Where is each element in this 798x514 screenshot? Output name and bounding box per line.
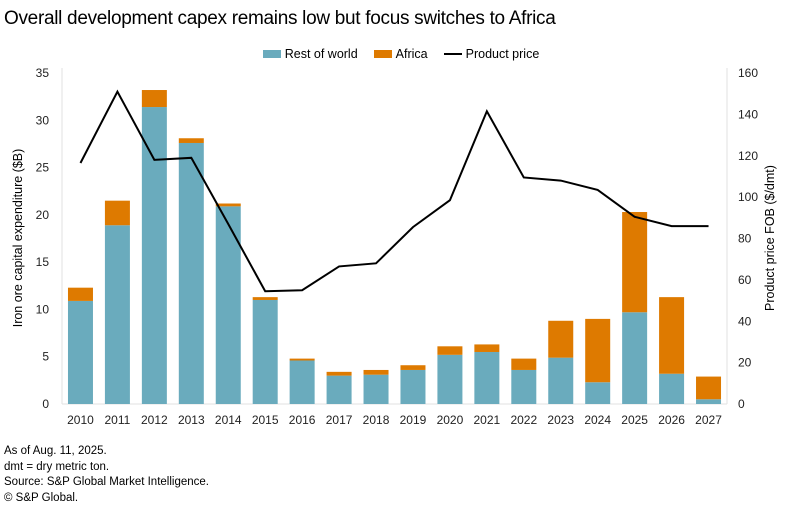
bar-africa-2019: [400, 365, 426, 370]
y-tick-right-40: 40: [738, 314, 752, 328]
y-tick-left-25: 25: [36, 161, 50, 175]
x-tick-2024: 2024: [584, 413, 611, 427]
legend-label-rest-of-world: Rest of world: [284, 47, 358, 61]
bar-rest-of-world-2014: [215, 206, 241, 404]
x-tick-2027: 2027: [695, 413, 722, 427]
legend-label-product-price: Product price: [465, 47, 540, 61]
bars: [67, 90, 722, 405]
x-tick-2010: 2010: [67, 413, 94, 427]
bar-africa-2011: [104, 200, 130, 226]
y-tick-left-0: 0: [42, 397, 49, 411]
x-tick-2013: 2013: [178, 413, 205, 427]
bar-rest-of-world-2022: [511, 369, 537, 404]
legend-swatch-rest-of-world: [262, 50, 281, 58]
bar-rest-of-world-2018: [363, 374, 389, 404]
bar-africa-2014: [215, 203, 241, 207]
bar-africa-2018: [363, 369, 389, 375]
x-tick-2019: 2019: [400, 413, 427, 427]
bar-rest-of-world-2010: [67, 300, 93, 404]
bar-rest-of-world-2012: [141, 107, 167, 404]
y-axis-title-right: Product price FOB ($/dmt): [763, 165, 777, 311]
bar-africa-2013: [178, 138, 204, 143]
bar-africa-2026: [659, 297, 685, 374]
y-tick-right-80: 80: [738, 232, 752, 246]
y-tick-right-140: 140: [738, 107, 758, 121]
bar-rest-of-world-2016: [289, 360, 315, 404]
bar-rest-of-world-2025: [622, 312, 648, 404]
bar-africa-2010: [67, 287, 93, 301]
bar-africa-2021: [474, 344, 500, 352]
bar-rest-of-world-2021: [474, 351, 500, 404]
note-copyright: © S&P Global.: [4, 491, 79, 504]
legend: Rest of world Africa Product price: [2, 47, 798, 61]
bar-africa-2012: [141, 90, 167, 108]
x-tick-2026: 2026: [658, 413, 685, 427]
bar-africa-2025: [622, 212, 648, 313]
legend-item-product-price: Product price: [443, 47, 540, 61]
note-dmt: dmt = dry metric ton.: [4, 460, 110, 473]
y-tick-right-0: 0: [738, 397, 745, 411]
x-tick-2017: 2017: [326, 413, 353, 427]
bar-africa-2023: [548, 320, 574, 358]
y-tick-right-20: 20: [738, 356, 752, 370]
x-tick-2016: 2016: [289, 413, 316, 427]
legend-label-africa: Africa: [395, 47, 428, 61]
note-source: Source: S&P Global Market Intelligence.: [4, 476, 209, 488]
bar-rest-of-world-2017: [326, 375, 352, 404]
x-tick-2018: 2018: [363, 413, 390, 427]
y-axis-title-left: Iron ore capital expenditure ($B): [11, 149, 25, 328]
x-tick-2014: 2014: [215, 413, 242, 427]
chart-title: Overall development capex remains low bu…: [4, 8, 556, 29]
bar-africa-2020: [437, 346, 463, 355]
bar-africa-2022: [511, 358, 537, 370]
bar-rest-of-world-2013: [178, 142, 204, 405]
y-tick-left-20: 20: [36, 208, 50, 222]
bar-rest-of-world-2027: [696, 399, 722, 404]
note-date: As of Aug. 11, 2025.: [4, 445, 107, 457]
price-line-group: [79, 89, 709, 293]
bar-rest-of-world-2015: [252, 299, 278, 404]
bar-africa-2027: [696, 376, 722, 400]
product-price-line: [79, 89, 709, 293]
y-tick-right-120: 120: [738, 149, 758, 163]
x-tick-2012: 2012: [141, 413, 168, 427]
y-tick-left-15: 15: [36, 255, 50, 269]
x-tick-2022: 2022: [510, 413, 537, 427]
bar-africa-2015: [252, 297, 278, 300]
bar-rest-of-world-2026: [659, 373, 685, 404]
bar-rest-of-world-2020: [437, 354, 463, 404]
bar-africa-2024: [585, 318, 611, 383]
y-tick-left-30: 30: [36, 113, 50, 127]
y-tick-right-100: 100: [738, 190, 758, 204]
legend-swatch-product-price: [443, 53, 462, 55]
y-tick-left-35: 35: [36, 66, 50, 80]
footnotes: As of Aug. 11, 2025. dmt = dry metric to…: [4, 444, 209, 506]
y-tick-right-60: 60: [738, 273, 752, 287]
x-tick-2011: 2011: [105, 413, 131, 427]
x-tick-2021: 2021: [474, 413, 501, 427]
bar-rest-of-world-2019: [400, 369, 426, 404]
bar-rest-of-world-2011: [104, 225, 130, 404]
bar-rest-of-world-2024: [585, 382, 611, 404]
legend-item-africa: Africa: [373, 47, 428, 61]
legend-swatch-africa: [373, 50, 392, 58]
bar-rest-of-world-2023: [548, 357, 574, 404]
y-tick-left-5: 5: [42, 350, 49, 364]
y-tick-right-160: 160: [738, 66, 758, 80]
x-tick-2025: 2025: [621, 413, 648, 427]
x-tick-2023: 2023: [547, 413, 574, 427]
bar-africa-2016: [289, 358, 315, 361]
legend-item-rest-of-world: Rest of world: [262, 47, 358, 61]
axes: [61, 68, 728, 405]
x-tick-2015: 2015: [252, 413, 279, 427]
bar-africa-2017: [326, 371, 352, 376]
y-tick-left-10: 10: [36, 302, 50, 316]
x-tick-2020: 2020: [437, 413, 464, 427]
